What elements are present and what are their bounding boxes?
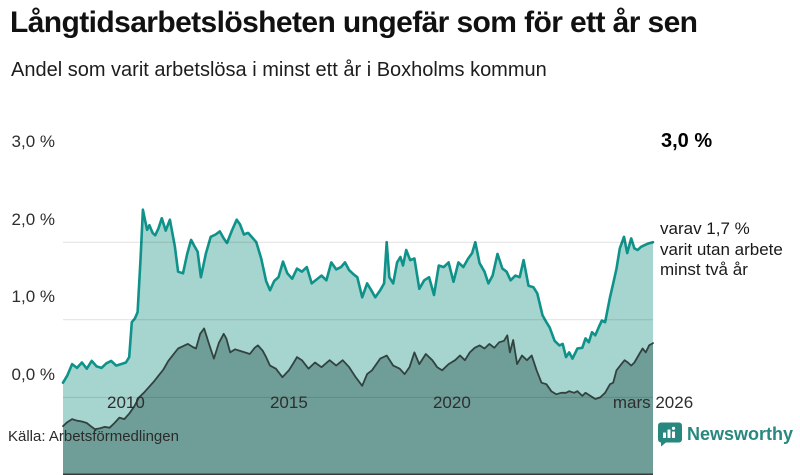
end-value-label-one-year: 3,0 % (661, 130, 713, 152)
x-tick-label: 2010 (106, 393, 145, 412)
page-subtitle: Andel som varit arbetslösa i minst ett å… (11, 59, 547, 81)
brand-logo: Newsworthy (657, 422, 793, 447)
brand-name: Newsworthy (686, 424, 793, 444)
source-note: Källa: Arbetsförmedlingen (8, 428, 179, 445)
x-tick-label: mars 2026 (612, 393, 694, 412)
y-tick-label: 2,0 % (11, 209, 55, 229)
newsworthy-icon (657, 422, 682, 447)
y-tick-label: 3,0 % (11, 132, 55, 152)
page-title: Långtidsarbetslösheten ungefär som för e… (10, 6, 698, 39)
end-value-label-two-years: varav 1,7 % varit utan arbete minst två … (660, 219, 783, 280)
area-chart (61, 208, 655, 475)
chart-region: 0,0 % 1,0 % 2,0 % 3,0 % 2010 2015 2020 mars 20… (0, 100, 800, 475)
x-tick-label: 2020 (432, 393, 471, 412)
y-tick-label: 0,0 % (11, 365, 55, 384)
y-tick-label: 1,0 % (11, 287, 55, 307)
infographic: Långtidsarbetslösheten ungefär som för e… (0, 6, 800, 475)
x-tick-label: 2015 (269, 393, 308, 412)
